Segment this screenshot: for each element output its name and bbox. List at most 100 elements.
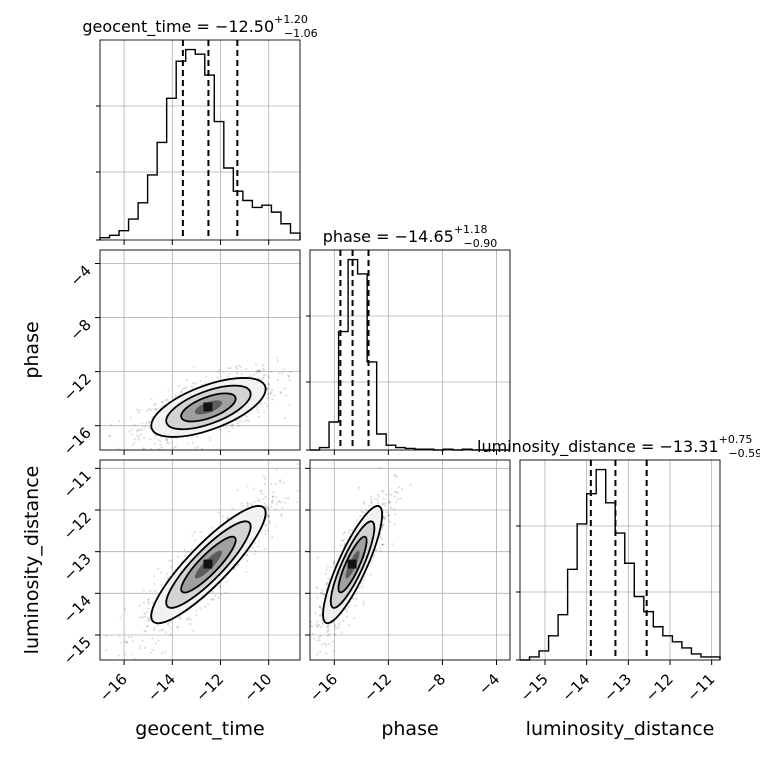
scatter-point: [150, 398, 153, 401]
scatter-point: [330, 566, 333, 569]
scatter-point: [353, 617, 356, 620]
scatter-point: [258, 369, 261, 372]
scatter-point: [395, 491, 398, 494]
scatter-point: [145, 421, 148, 424]
scatter-point: [195, 435, 198, 438]
scatter-point: [157, 438, 160, 441]
scatter-point: [328, 633, 331, 636]
scatter-point: [409, 483, 412, 487]
scatter-point: [177, 384, 181, 387]
scatter-point: [322, 593, 325, 596]
scatter-point: [277, 499, 280, 502]
scatter-point: [321, 589, 324, 592]
scatter-point: [324, 644, 328, 647]
title-luminosity-distance-plus: +0.75: [719, 433, 753, 446]
scatter-point: [192, 365, 195, 369]
scatter-point: [257, 369, 260, 373]
density-peak-geocent-time-luminosity-distance: [203, 559, 213, 569]
scatter-point: [216, 376, 219, 379]
scatter-point: [160, 400, 163, 404]
scatter-point: [176, 555, 180, 558]
title-phase: phase = −14.65+1.18 −0.90: [323, 223, 498, 250]
scatter-point: [320, 643, 324, 646]
scatter-point: [262, 497, 265, 501]
scatter-point: [185, 386, 188, 389]
scatter-point: [264, 547, 267, 550]
scatter-point: [266, 513, 269, 517]
scatter-point: [199, 607, 202, 610]
scatter-point: [370, 498, 373, 501]
scatter-point: [219, 429, 222, 432]
scatter-point: [161, 629, 164, 632]
scatter-point: [316, 596, 319, 600]
scatter-point: [314, 612, 317, 615]
scatter-point: [237, 563, 240, 566]
scatter-point: [326, 634, 330, 638]
scatter-point: [263, 410, 266, 413]
scatter-point: [226, 375, 229, 378]
scatter-point: [249, 375, 252, 378]
scatter-point: [236, 371, 239, 375]
scatter-point: [318, 639, 321, 642]
scatter-point: [247, 419, 250, 423]
scatter-point: [142, 436, 146, 440]
scatter-point: [264, 495, 267, 499]
scatter-point: [262, 374, 265, 377]
scatter-point: [209, 598, 213, 601]
scatter-point: [276, 360, 280, 363]
scatter-point: [381, 543, 384, 546]
scatter-point: [194, 382, 197, 385]
scatter-point: [268, 383, 271, 386]
scatter-point: [384, 515, 387, 518]
scatter-point: [381, 526, 384, 529]
scatter-point: [351, 597, 354, 600]
scatter-point: [338, 624, 341, 627]
scatter-point: [134, 657, 137, 660]
scatter-point: [280, 514, 283, 518]
scatter-point: [373, 554, 376, 557]
title-geocent-time-median: −12.50: [215, 17, 274, 36]
scatter-point: [217, 511, 220, 514]
scatter-point: [221, 515, 225, 518]
scatter-point: [369, 573, 372, 576]
scatter-point: [379, 549, 382, 553]
scatter-point: [190, 385, 194, 388]
scatter-point: [276, 356, 279, 359]
panel-frame-phase-luminosity-distance: [309, 459, 511, 661]
scatter-point: [209, 438, 212, 442]
scatter-point: [348, 528, 351, 532]
scatter-point: [179, 617, 182, 620]
scatter-point: [396, 491, 399, 494]
scatter-point: [142, 589, 145, 592]
scatter-point: [310, 620, 312, 624]
scatter-point: [362, 600, 365, 603]
scatter-point: [187, 616, 191, 620]
scatter-point: [236, 488, 239, 491]
scatter-point: [124, 608, 127, 611]
scatter-point: [138, 647, 141, 650]
scatter-point: [320, 625, 323, 628]
scatter-point: [280, 513, 283, 516]
hist-step-luminosity-distance: [520, 468, 721, 661]
scatter-point: [274, 496, 278, 499]
scatter-point: [362, 579, 365, 582]
scatter-point: [382, 490, 385, 493]
scatter-point: [225, 426, 228, 429]
panel-phase-luminosity-distance: [310, 460, 510, 660]
scatter-point: [147, 598, 150, 601]
scatter-point: [384, 502, 387, 505]
scatter-point: [143, 646, 147, 650]
scatter-point: [270, 390, 273, 393]
scatter-point: [281, 506, 284, 509]
scatter-point: [264, 529, 267, 532]
density-peak-geocent-time-phase: [203, 402, 213, 412]
scatter-point: [372, 555, 375, 558]
scatter-point: [278, 372, 281, 375]
scatter-point: [143, 425, 146, 428]
ylabel-luminosity-distance: luminosity_distance: [21, 466, 43, 655]
scatter-point: [347, 605, 350, 609]
scatter-point: [250, 502, 253, 505]
scatter-point: [233, 567, 236, 571]
scatter-point: [246, 559, 249, 563]
